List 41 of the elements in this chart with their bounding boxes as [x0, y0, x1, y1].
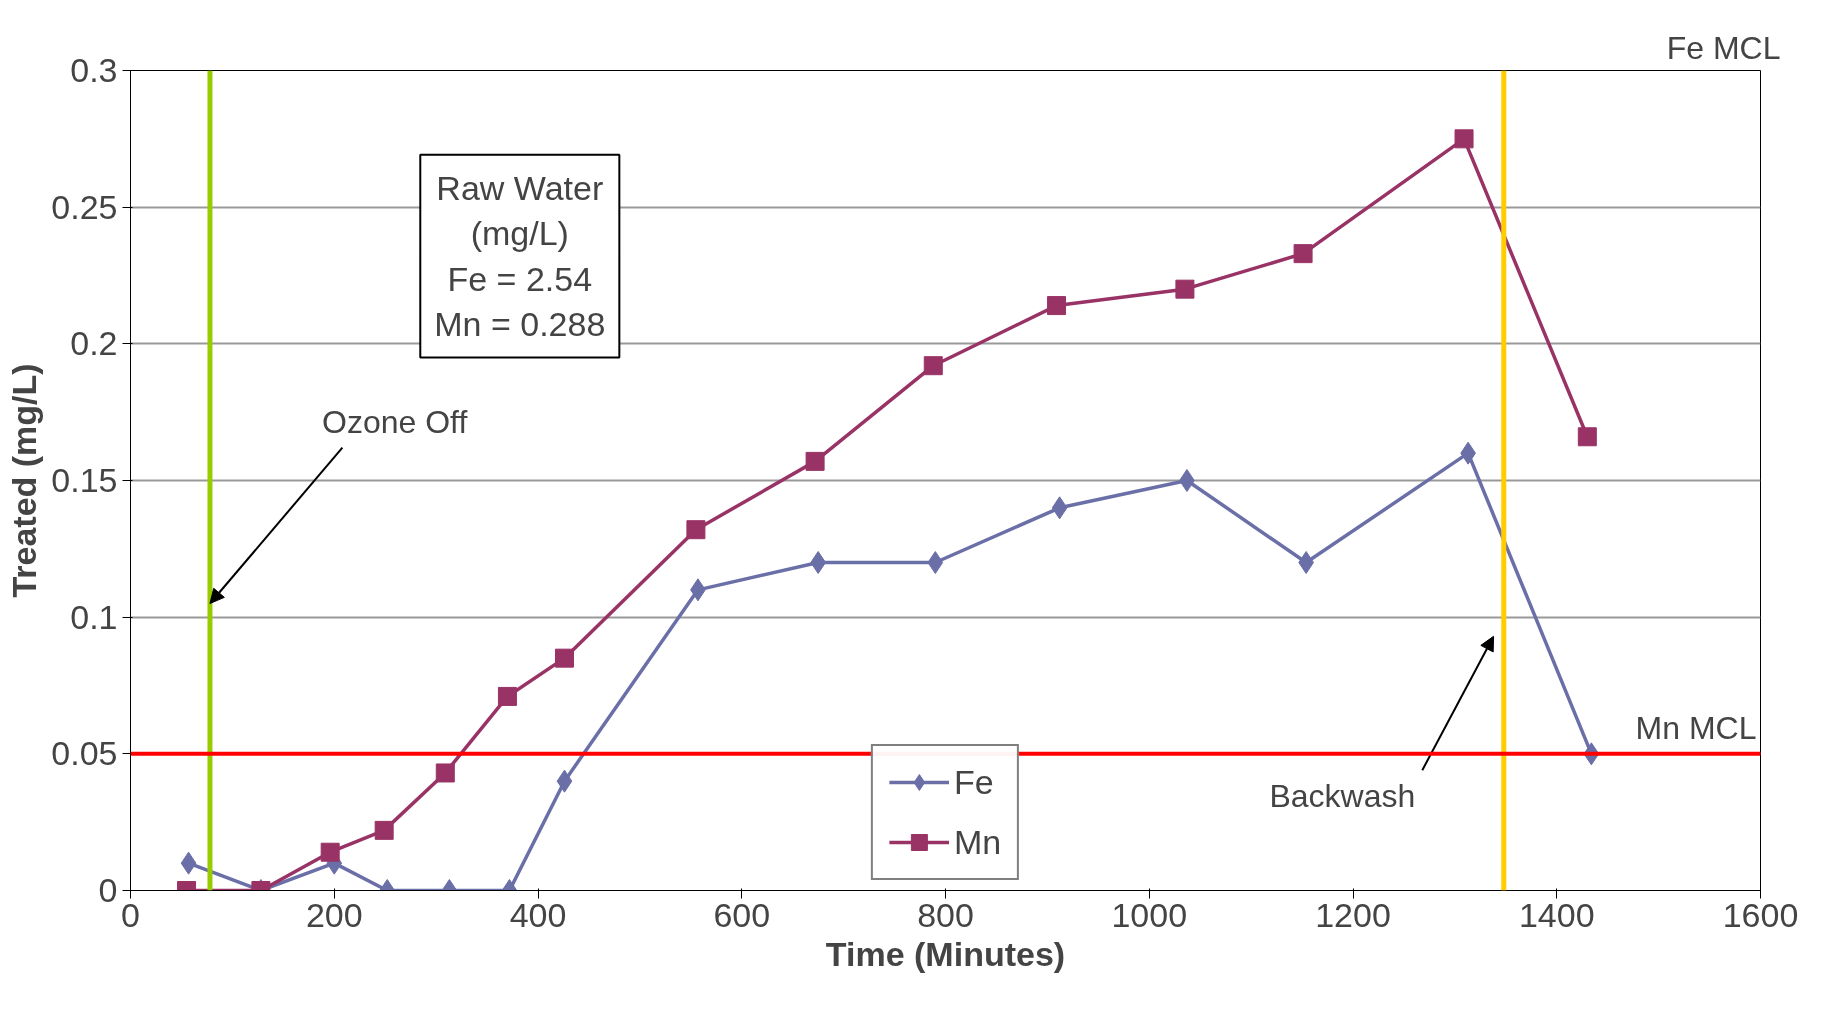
- point: [554, 648, 574, 668]
- ref-line-label: Backwash: [1269, 777, 1416, 814]
- point: [1577, 427, 1597, 447]
- point: [1293, 244, 1313, 264]
- point: [927, 551, 944, 574]
- ref-line-label: Mn MCL: [1635, 709, 1757, 746]
- point: [1047, 296, 1067, 316]
- y-tick-label: 0.2: [70, 324, 118, 363]
- annotation: Raw Water (mg/L) Fe = 2.54 Mn = 0.288: [434, 168, 606, 344]
- ref-line-label: Ozone Off: [322, 403, 468, 440]
- point: [1051, 496, 1068, 520]
- point: [1454, 129, 1474, 149]
- point: [435, 763, 455, 783]
- y-tick-label: 0.15: [51, 461, 118, 499]
- point: [374, 820, 394, 840]
- x-tick-label: 200: [305, 895, 363, 934]
- point: [923, 356, 943, 376]
- x-tick-label: 1000: [1111, 895, 1188, 934]
- y-tick-label: 0.05: [51, 734, 118, 773]
- x-tick-label: 800: [917, 895, 974, 934]
- x-tick-label: 400: [509, 895, 567, 934]
- point: [1175, 279, 1195, 299]
- point: [497, 686, 517, 706]
- y-tick-label: 0.25: [51, 187, 118, 226]
- point: [686, 520, 706, 540]
- x-tick-label: 600: [713, 895, 771, 934]
- x-axis-title: Time (Minutes): [825, 934, 1066, 973]
- point: [556, 769, 573, 793]
- point: [805, 451, 825, 471]
- y-axis-title: Treated (mg/L): [5, 363, 44, 598]
- legend-label: Mn: [953, 822, 1002, 862]
- point: [180, 851, 197, 875]
- text: Fe MCL: [1666, 29, 1781, 66]
- point: [320, 842, 340, 862]
- legend-label: Fe: [953, 762, 994, 802]
- x-tick-label: 1200: [1315, 895, 1391, 934]
- x-tick-label: 1400: [1518, 895, 1595, 934]
- y-tick-label: 0: [98, 871, 118, 909]
- y-tick-label: 0.3: [70, 51, 118, 89]
- y-tick-label: 0.1: [70, 597, 118, 636]
- x-tick-label: 1600: [1722, 895, 1799, 934]
